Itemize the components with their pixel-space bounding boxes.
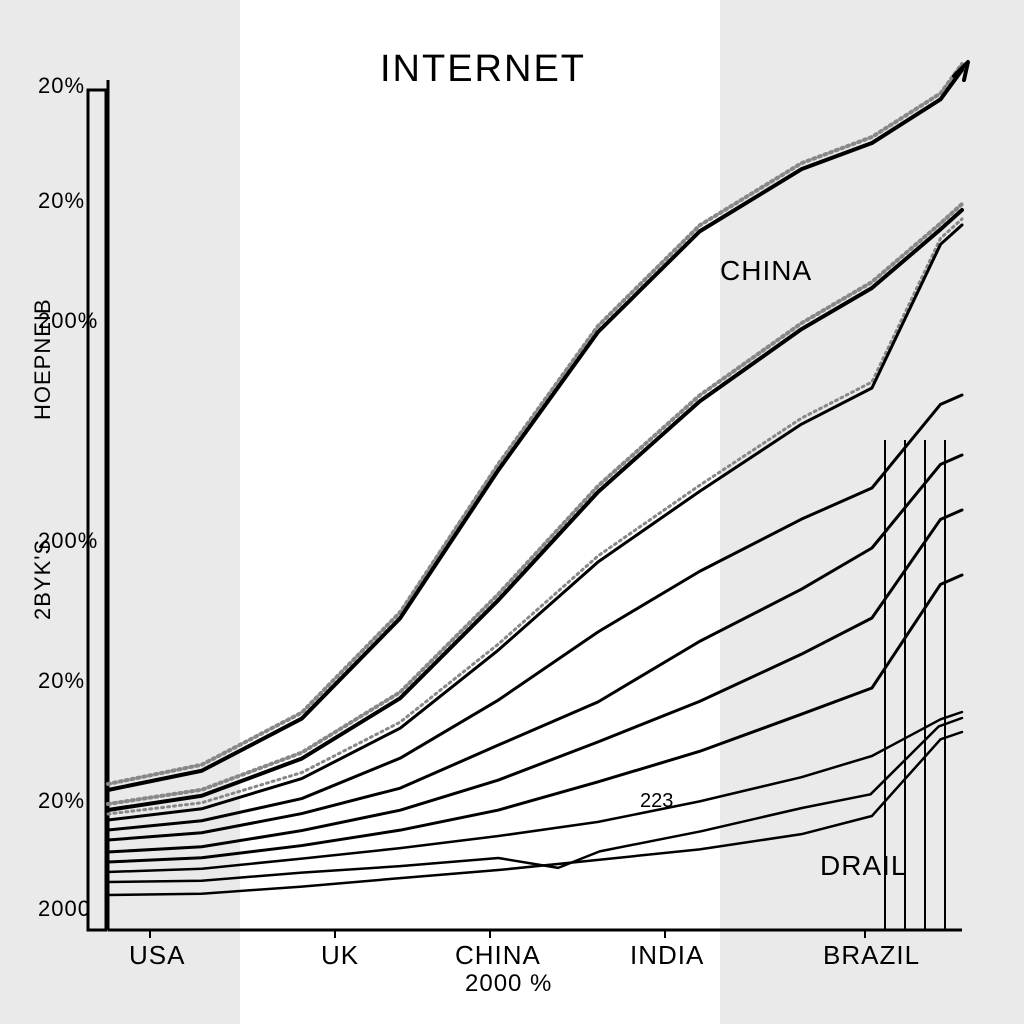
series-label: DRAIL bbox=[820, 850, 907, 882]
y-tick-label: 20% bbox=[38, 188, 85, 214]
y-tick-label: 20% bbox=[38, 788, 85, 814]
y-tick-label: 20% bbox=[38, 73, 85, 99]
x-tick-label: UK bbox=[321, 940, 359, 971]
y-tick-label: 20% bbox=[38, 668, 85, 694]
x-axis-sublabel: 2000 % bbox=[465, 970, 552, 998]
x-tick-label: USA bbox=[129, 940, 185, 971]
y-axis-label-upper: HOEPNEIB bbox=[30, 298, 56, 420]
chart-annotation: 223 bbox=[640, 790, 673, 813]
x-tick-label: BRAZIL bbox=[823, 940, 920, 971]
series-label: CHINA bbox=[720, 255, 812, 287]
x-tick-label: INDIA bbox=[630, 940, 704, 971]
chart-title: INTERNET bbox=[380, 48, 586, 91]
chart-canvas: INTERNET 20%20%200%200%20%20%2000 HOEPNE… bbox=[0, 0, 1024, 1024]
y-tick-label: 2000 bbox=[38, 896, 91, 922]
y-axis-label-lower: 2BYK'S bbox=[30, 539, 56, 620]
x-tick-label: CHINA bbox=[455, 940, 541, 971]
